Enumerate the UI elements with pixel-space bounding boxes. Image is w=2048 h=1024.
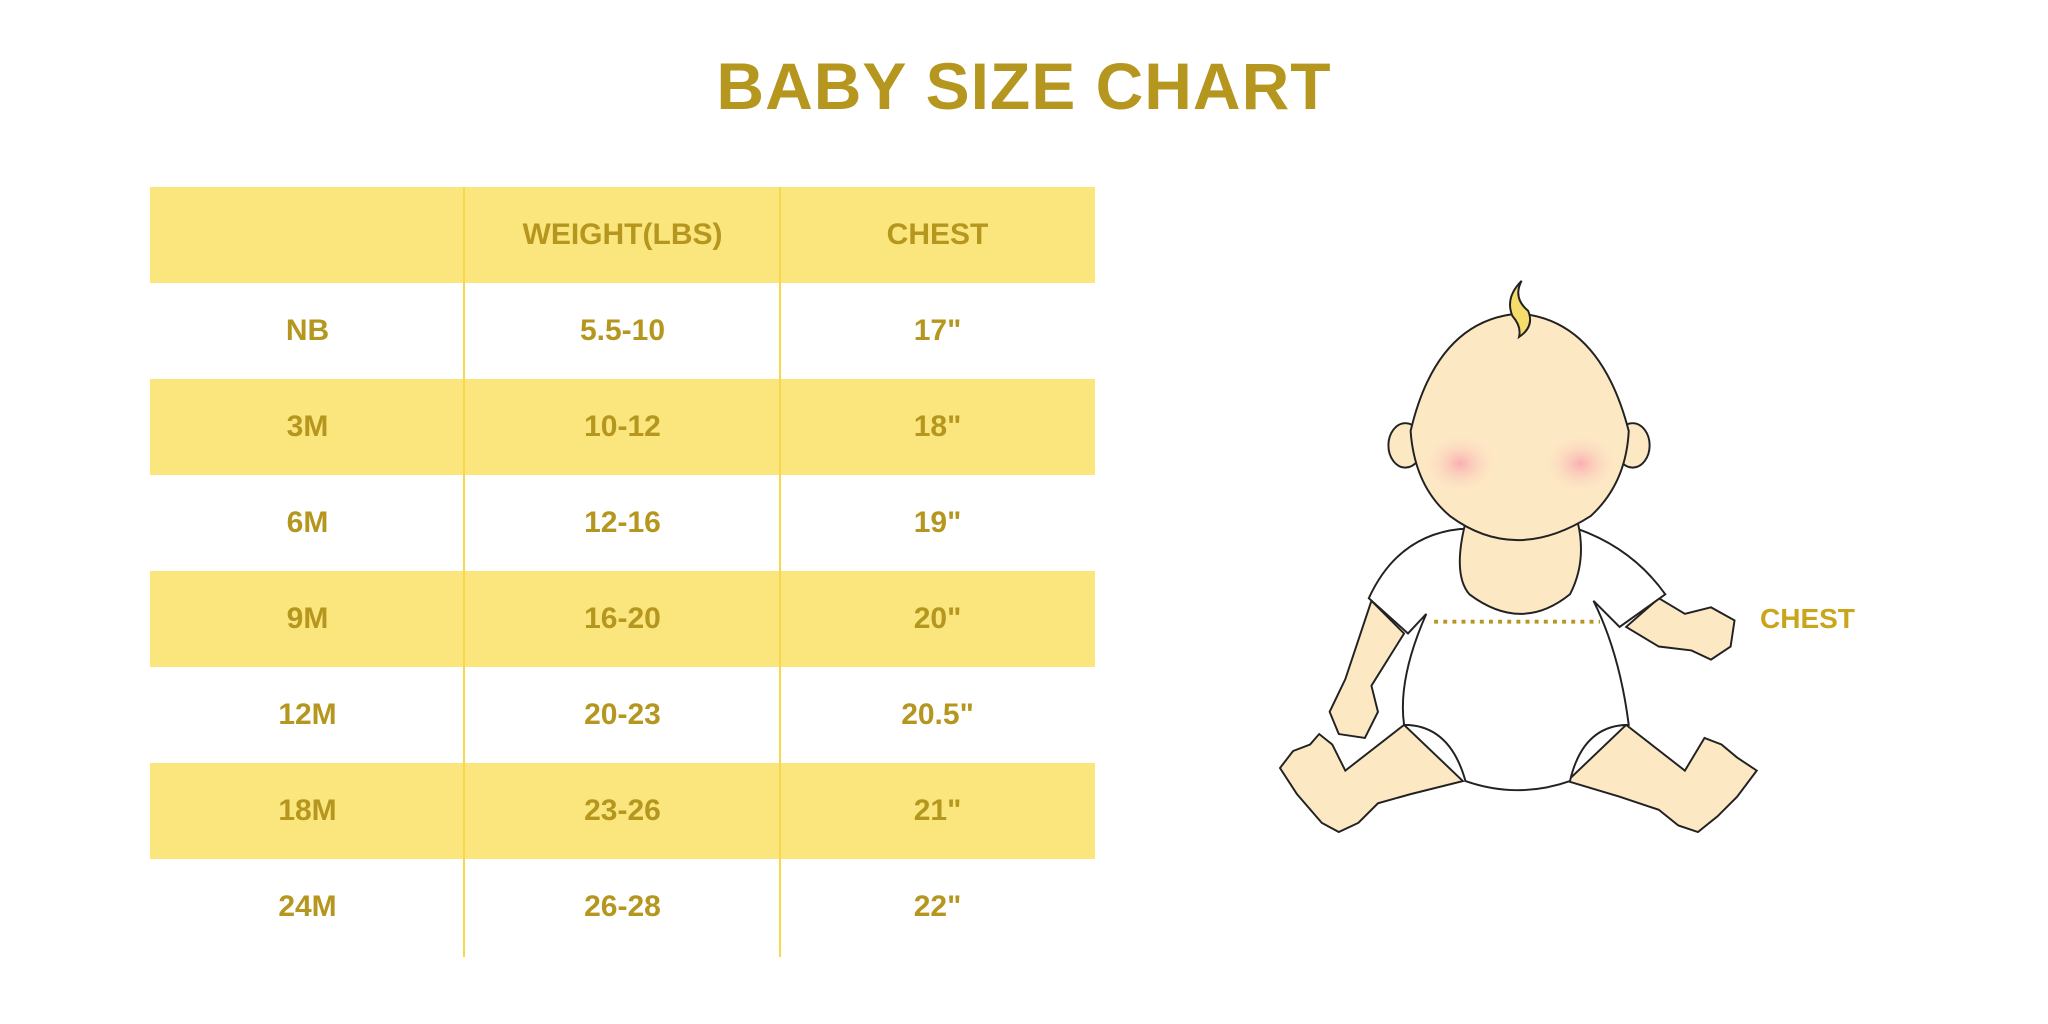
cell-weight: 16-20 <box>584 602 661 635</box>
column-divider <box>779 187 781 957</box>
cell-weight: 10-12 <box>584 410 661 443</box>
table-row: 6M 12-16 19" <box>150 475 1095 571</box>
cell-size: 18M <box>278 794 337 827</box>
table-row: 24M 26-28 22" <box>150 859 1095 955</box>
cell-chest: 19" <box>913 506 962 539</box>
cell-size: 6M <box>286 506 329 539</box>
cell-weight: 5.5-10 <box>579 314 666 347</box>
header-weight: WEIGHT(LBS) <box>522 218 723 251</box>
cell-size: 9M <box>286 602 329 635</box>
table-row: 3M 10-12 18" <box>150 379 1095 475</box>
cell-size: 3M <box>286 410 329 443</box>
cell-chest: 20.5" <box>901 698 974 731</box>
cell-size: NB <box>285 314 330 347</box>
column-divider <box>463 187 465 957</box>
size-table: WEIGHT(LBS) CHEST NB 5.5-10 17" 3M 10-12 18" 6… <box>150 187 1095 957</box>
chest-label: CHEST <box>1760 603 1855 634</box>
cell-weight: 12-16 <box>584 506 661 539</box>
cell-chest: 21" <box>913 794 962 827</box>
cell-chest: 18" <box>913 410 962 443</box>
cell-size: 24M <box>278 890 337 923</box>
table-row: 9M 16-20 20" <box>150 571 1095 667</box>
cell-weight: 26-28 <box>584 890 661 923</box>
cell-weight: 20-23 <box>584 698 661 731</box>
table-row: NB 5.5-10 17" <box>150 283 1095 379</box>
header-size <box>150 187 465 283</box>
header-chest: CHEST <box>886 218 989 251</box>
table-row: 18M 23-26 21" <box>150 763 1095 859</box>
table-row: 12M 20-23 20.5" <box>150 667 1095 763</box>
cell-chest: 20" <box>913 602 962 635</box>
table-header-row: WEIGHT(LBS) CHEST <box>150 187 1095 283</box>
cell-weight: 23-26 <box>584 794 661 827</box>
cell-chest: 17" <box>913 314 962 347</box>
page-title: BABY SIZE CHART <box>716 49 1332 123</box>
cell-chest: 22" <box>913 890 962 923</box>
cell-size: 12M <box>278 698 337 731</box>
